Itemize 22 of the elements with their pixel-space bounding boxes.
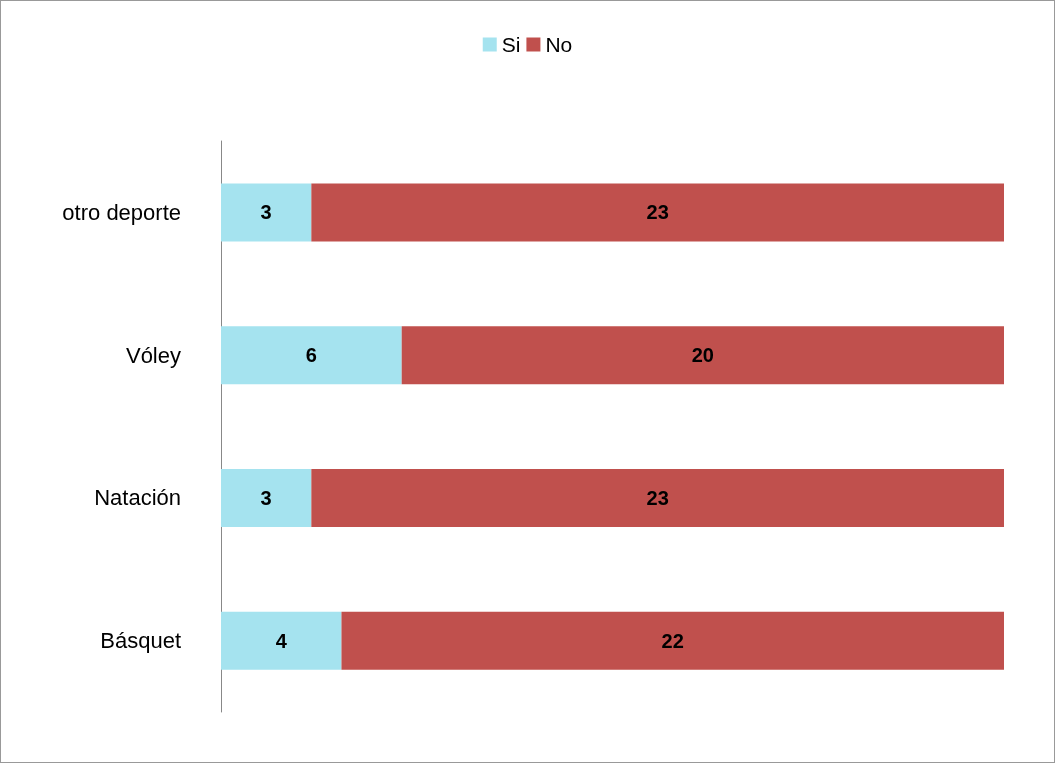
data-label: 3 [260, 486, 272, 509]
legend-label: Si [501, 33, 521, 56]
bar [311, 183, 1004, 242]
bar [221, 468, 312, 527]
data-label: 23 [646, 486, 669, 509]
bar [221, 326, 402, 385]
data-label: 4 [275, 629, 288, 652]
y-tick-label: Natación [94, 485, 181, 511]
bar [341, 611, 1004, 670]
data-label: 22 [661, 629, 684, 652]
y-tick-label: Básquet [100, 628, 181, 654]
data-label: 23 [646, 201, 669, 224]
data-label: 3 [260, 201, 272, 224]
y-tick-label: Vóley [125, 342, 181, 368]
data-label: 20 [691, 344, 714, 367]
bar [311, 468, 1004, 527]
data-label: 6 [305, 344, 317, 367]
legend-label: No [545, 33, 573, 56]
bar [221, 611, 342, 670]
bar [401, 326, 1004, 385]
y-tick-label: otro deporte [62, 199, 181, 225]
bar [221, 183, 312, 242]
